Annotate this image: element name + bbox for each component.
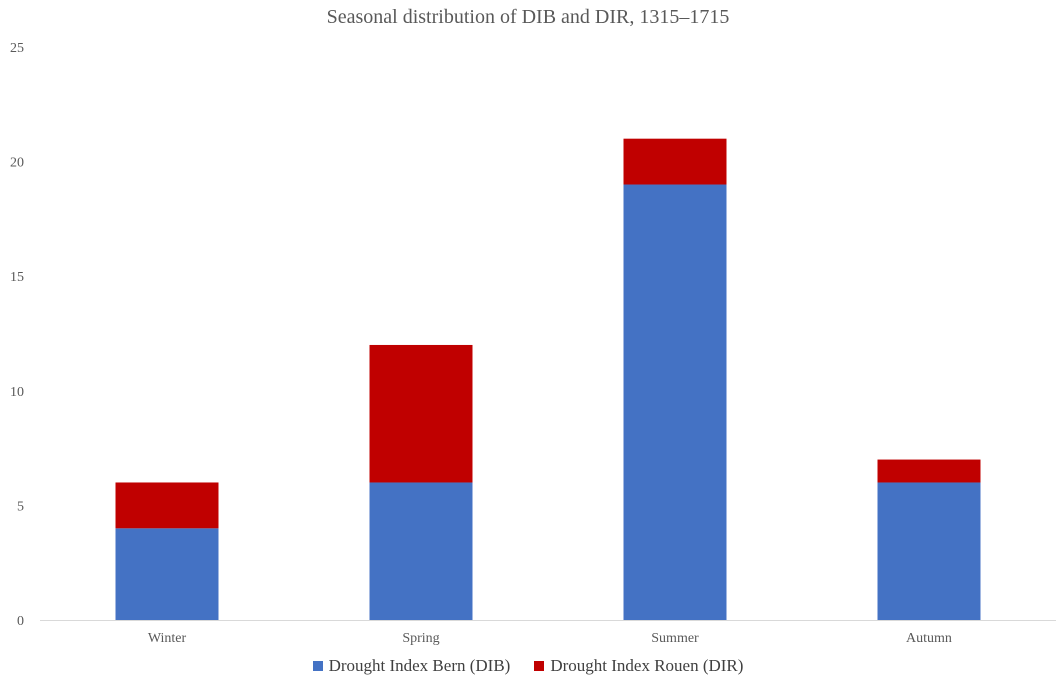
chart-title: Seasonal distribution of DIB and DIR, 13… (326, 6, 730, 28)
bar-autumn-series-0 (877, 482, 981, 620)
bar-spring-series-0 (369, 482, 473, 620)
legend: Drought Index Bern (DIB) Drought Index R… (0, 656, 1056, 676)
bar-winter-series-1 (115, 482, 219, 529)
y-tick-label-25: 25 (10, 41, 24, 56)
bar-autumn-series-1 (877, 459, 981, 483)
x-tick-label-summer: Summer (651, 631, 699, 646)
y-tick-label-0: 0 (17, 614, 24, 629)
bar-summer-series-0 (623, 184, 727, 620)
y-axis-tick-labels: 0 5 10 15 20 25 (10, 41, 24, 629)
legend-item-dib: Drought Index Bern (DIB) (312, 656, 511, 676)
legend-swatch-dib (312, 661, 323, 671)
bar-winter-series-0 (115, 528, 219, 620)
bar-summer-series-1 (623, 138, 727, 185)
legend-label-dir: Drought Index Rouen (DIR) (550, 656, 744, 675)
y-tick-label-5: 5 (17, 499, 24, 514)
x-axis-tick-labels: Winter Spring Summer Autumn (148, 631, 952, 646)
x-tick-label-autumn: Autumn (906, 631, 952, 646)
legend-swatch-dir (534, 661, 545, 671)
bar-spring-series-1 (369, 344, 473, 483)
y-tick-label-10: 10 (10, 385, 24, 400)
x-tick-label-winter: Winter (148, 631, 187, 646)
legend-label-dib: Drought Index Bern (DIB) (328, 656, 511, 675)
legend-item-dir: Drought Index Rouen (DIR) (534, 656, 743, 676)
y-tick-label-20: 20 (10, 156, 24, 171)
y-tick-label-15: 15 (10, 270, 24, 285)
bar-segments (115, 138, 981, 620)
x-tick-label-spring: Spring (402, 631, 439, 646)
